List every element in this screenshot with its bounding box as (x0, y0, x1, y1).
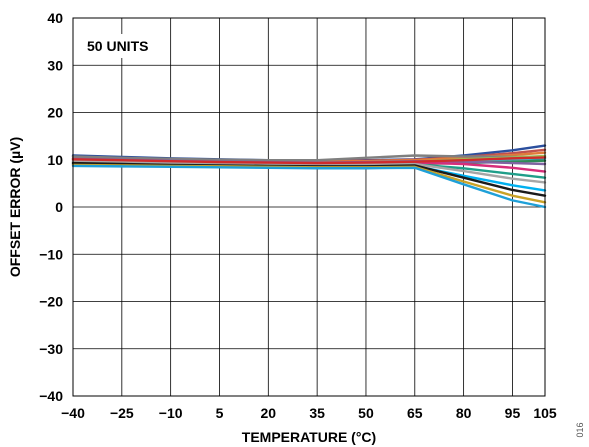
y-axis-label: OFFSET ERROR (µV) (7, 137, 23, 277)
x-tick-label-3: 5 (216, 405, 224, 421)
series-line-15 (71, 164, 547, 209)
y-tick-label-1: 30 (47, 57, 63, 73)
x-tick-label-1: −25 (110, 405, 134, 421)
x-tick-label-8: 80 (456, 405, 472, 421)
x-tick-label-10: 105 (533, 405, 557, 421)
y-tick-label-0: 40 (47, 10, 63, 26)
x-tick-label-0: −40 (61, 405, 85, 421)
y-tick-label-5: −10 (39, 246, 63, 262)
series-line-11 (71, 159, 547, 184)
x-tick-label-7: 65 (407, 405, 423, 421)
units-annotation: 50 UNITS (87, 38, 148, 54)
series-lines (71, 144, 547, 209)
y-tick-label-4: 0 (55, 199, 63, 215)
y-tick-label-3: 10 (47, 152, 63, 168)
x-tick-label-4: 20 (261, 405, 277, 421)
annotation-box (79, 34, 161, 58)
y-tick-label-6: −20 (39, 294, 63, 310)
series-line-4 (71, 154, 547, 162)
y-tick-label-8: −40 (39, 388, 63, 404)
x-tick-label-2: −10 (159, 405, 183, 421)
plot-frame (72, 17, 546, 397)
x-tick-label-6: 50 (358, 405, 374, 421)
x-axis-label: TEMPERATURE (°C) (242, 429, 376, 445)
x-tick-label-9: 95 (505, 405, 521, 421)
x-tick-labels: −40 −25 −10 5 20 35 50 65 80 95 105 (61, 405, 557, 421)
y-tick-label-7: −30 (39, 341, 63, 357)
y-tick-labels: 40 30 20 10 0 −10 −20 −30 −40 (39, 10, 63, 404)
y-tick-label-2: 20 (47, 105, 63, 121)
figure-id-note: 016 (575, 422, 585, 437)
series-line-16 (71, 156, 547, 165)
x-tick-label-5: 35 (309, 405, 325, 421)
